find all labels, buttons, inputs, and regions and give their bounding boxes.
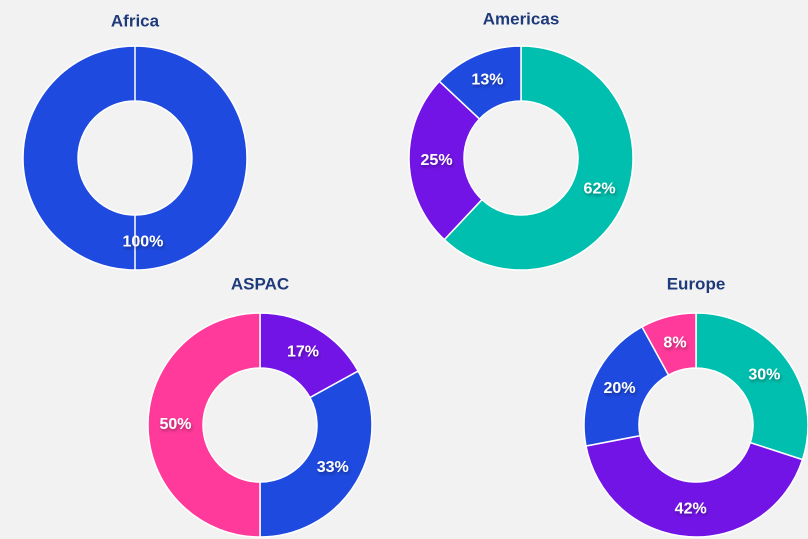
- data-label: 30%: [748, 367, 780, 384]
- donut-slice: [259, 370, 373, 538]
- chart-title: Europe: [667, 274, 726, 293]
- donut-chart: Europe 30% 42% 20% 8%: [583, 274, 808, 538]
- chart-title: Americas: [483, 9, 560, 28]
- data-label: 50%: [159, 416, 191, 433]
- data-label: 100%: [122, 233, 163, 250]
- donut-slice: [438, 45, 522, 121]
- donut-slice: [585, 434, 804, 538]
- data-label: 20%: [604, 380, 636, 397]
- donut-chart: ASPAC 17% 33% 50%: [147, 274, 373, 538]
- donut-slice: [641, 312, 697, 377]
- donut-slice: [695, 312, 808, 461]
- data-label: 33%: [317, 459, 349, 476]
- data-label: 17%: [287, 343, 319, 360]
- data-label: 42%: [675, 501, 707, 518]
- donut-slice: [147, 312, 261, 538]
- donut-slice: [408, 80, 484, 241]
- donut-chart: Americas 62% 25% 13%: [408, 9, 634, 271]
- donut-slice: [22, 45, 248, 271]
- data-label: 13%: [471, 72, 503, 89]
- chart-title: ASPAC: [231, 274, 289, 293]
- data-label: 8%: [663, 334, 686, 351]
- data-label: 25%: [421, 152, 453, 169]
- chart-title: Africa: [111, 11, 160, 30]
- donut-slice: [443, 45, 634, 271]
- donut-chart: Africa 100%: [22, 11, 248, 271]
- data-label: 62%: [584, 180, 616, 197]
